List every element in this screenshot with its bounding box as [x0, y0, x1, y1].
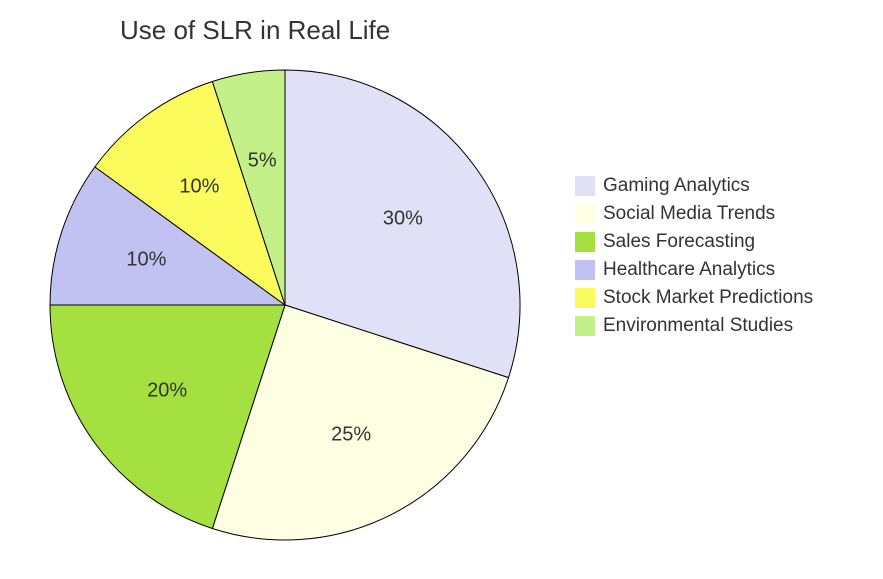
legend-item: Stock Market Predictions [575, 287, 813, 309]
pie-chart: 30% 25% 20% 10% 10% 5% [40, 60, 530, 550]
legend-swatch [575, 288, 595, 308]
chart-container: Use of SLR in Real Life 30% 25% 20% 10% 10% 5… [0, 0, 883, 579]
slice-label: 25% [331, 423, 371, 446]
pie-svg [40, 60, 530, 550]
legend-label: Stock Market Predictions [603, 287, 813, 309]
legend-swatch [575, 260, 595, 280]
slice-label: 30% [383, 208, 423, 231]
slice-label: 10% [126, 248, 166, 271]
legend-item: Social Media Trends [575, 203, 813, 225]
legend-label: Healthcare Analytics [603, 259, 775, 281]
legend-item: Sales Forecasting [575, 231, 813, 253]
legend-label: Environmental Studies [603, 315, 793, 337]
slice-label: 5% [248, 150, 277, 173]
legend-item: Gaming Analytics [575, 175, 813, 197]
chart-title: Use of SLR in Real Life [120, 15, 390, 46]
legend-swatch [575, 204, 595, 224]
slice-label: 10% [179, 176, 219, 199]
legend-swatch [575, 316, 595, 336]
legend-swatch [575, 176, 595, 196]
legend-label: Gaming Analytics [603, 175, 750, 197]
legend-item: Environmental Studies [575, 315, 813, 337]
legend: Gaming Analytics Social Media Trends Sales… [575, 175, 813, 343]
slice-label: 20% [147, 379, 187, 402]
legend-item: Healthcare Analytics [575, 259, 813, 281]
legend-label: Social Media Trends [603, 203, 775, 225]
legend-swatch [575, 232, 595, 252]
legend-label: Sales Forecasting [603, 231, 755, 253]
